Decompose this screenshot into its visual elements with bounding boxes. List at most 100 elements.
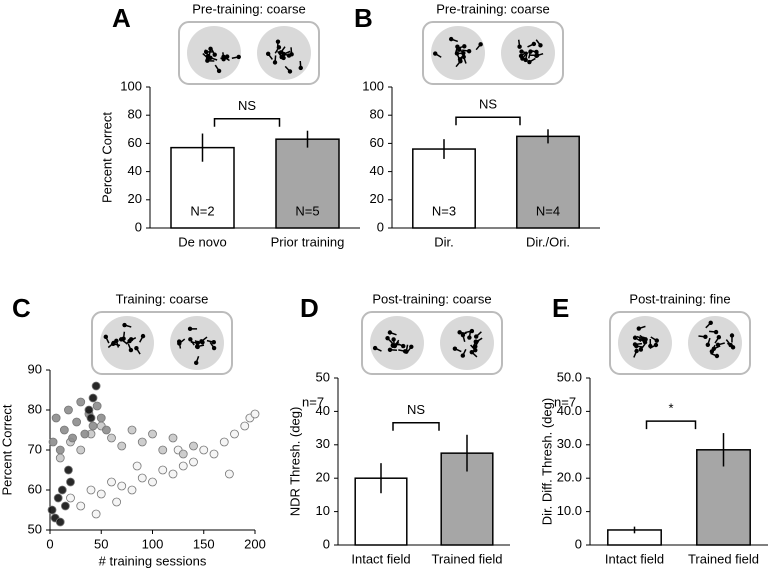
motion-dot [211,340,216,345]
y-tick-label: 30 [316,436,330,451]
motion-dot [534,49,539,55]
significance-bracket [455,116,521,126]
motion-dot [469,349,475,355]
y-tick-label: 50 [316,369,330,384]
motion-dot [538,43,543,48]
chart-title: Post-training: fine [629,291,730,306]
y-tick-label: 60 [28,481,42,496]
y-tick-label: 0 [575,536,582,551]
motion-dot [528,49,533,54]
motion-dot [127,338,132,344]
y-axis-label: NDR Thresh. (deg) [287,407,302,517]
x-tick-label: 50 [94,536,108,551]
scatter-point [66,477,75,487]
y-tick-label: 60 [128,135,142,150]
scatter-point [137,473,147,483]
motion-dot [265,51,271,57]
motion-dot [531,41,537,47]
y-tick-label: 100 [362,78,384,93]
panel-letter: A [112,3,131,33]
scatter-point [92,401,102,411]
motion-dot [716,334,722,340]
scatter-point [137,437,147,447]
y-tick-label: 90 [28,361,42,376]
motion-dot [211,345,217,351]
scatter-point [57,485,67,495]
y-tick-label: 70 [28,441,42,456]
motion-dot [654,338,659,343]
y-tick-label: 80 [128,107,142,122]
motion-dot [448,36,454,42]
motion-dot [705,342,711,347]
sample-size-note: n=7 [554,394,576,409]
motion-dot [461,50,466,56]
y-tick-label: 20 [370,191,384,206]
scatter-point [76,397,86,407]
scatter-point [148,477,157,487]
motion-dot [194,360,199,366]
motion-dot [728,342,733,348]
motion-dot [216,68,222,74]
x-tick-label: De novo [178,234,226,249]
scatter-point [48,437,58,447]
scatter-point [59,425,69,435]
significance-label: NS [238,98,256,113]
motion-dot [452,346,458,351]
motion-dot [140,333,146,339]
scatter-point [68,433,77,443]
scatter-point [158,465,168,475]
motion-dot [221,57,226,62]
scatter-point [76,501,86,511]
significance-label: NS [407,402,425,417]
x-tick-label: Trained field [431,551,502,566]
motion-dot [298,65,303,71]
motion-dot [409,344,414,349]
motion-dot [457,330,462,335]
motion-dot [460,332,466,338]
y-tick-label: 30.0 [557,436,582,451]
scatter-point [80,429,90,439]
panel-letter: D [300,293,319,323]
motion-dot [638,347,644,352]
n-label: N=2 [190,203,214,218]
bar [275,138,340,229]
y-tick-label: 40.0 [557,403,582,418]
scatter-point [101,425,111,435]
scatter-point [117,481,127,491]
motion-dot [387,347,393,352]
x-axis-label: # training sessions [99,553,207,568]
motion-dot [473,347,478,353]
y-tick-label: 10 [316,503,330,518]
scatter-point [66,493,75,503]
motion-dot [466,48,472,54]
motion-dot [208,55,213,61]
y-tick-label: 80 [28,401,42,416]
motion-dot [636,326,641,331]
scatter-point [91,381,101,391]
motion-dot [455,44,460,49]
motion-dot [128,347,134,353]
scatter-point [219,437,229,447]
significance-label: * [668,401,673,416]
motion-dot [195,340,200,346]
y-axis-label: Percent Correct [0,404,14,495]
scatter-point [240,421,250,431]
motion-dot [118,337,124,342]
scatter-point [117,441,127,451]
y-tick-label: 20.0 [557,470,582,485]
motion-dot [714,353,720,359]
sample-size-note: n=7 [302,394,324,409]
motion-dot [404,349,409,354]
scatter-point [96,413,106,423]
motion-dot [708,320,713,326]
y-tick-label: 10.0 [557,503,582,518]
motion-dot [205,58,210,63]
scatter-point [76,445,86,455]
y-tick-label: 50.0 [557,369,582,384]
motion-dot [703,334,708,340]
scatter-point [209,449,219,459]
motion-dot [134,345,139,351]
x-tick-label: Intact field [351,551,410,566]
motion-dot [709,349,715,354]
x-tick-label: Dir./Ori. [526,234,570,249]
